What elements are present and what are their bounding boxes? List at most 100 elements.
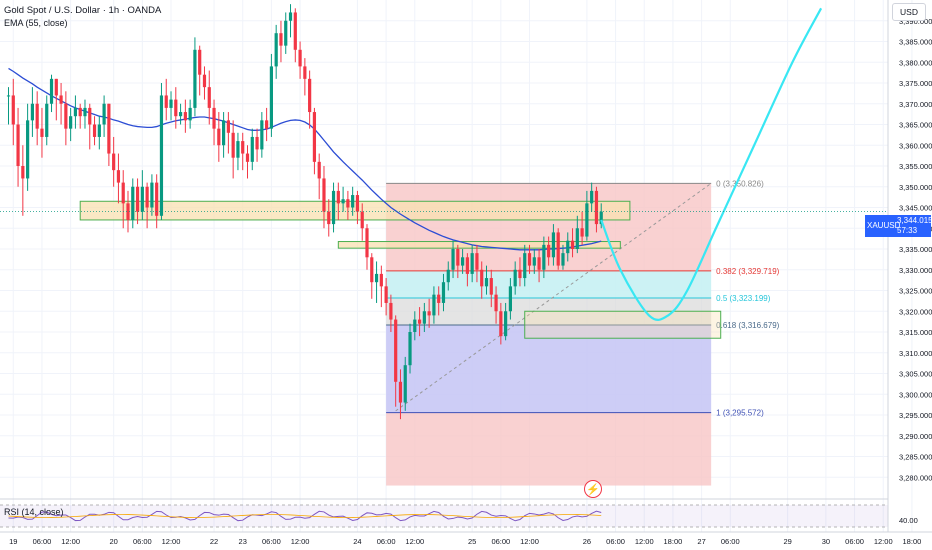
x-tick-label: 26 (583, 537, 591, 546)
candle-body (83, 107, 87, 117)
candle-body (6, 95, 11, 97)
candle-body (69, 116, 73, 129)
candle-body (484, 278, 489, 287)
zone-box (524, 310, 722, 339)
x-tick-label: 24 (353, 537, 361, 546)
candle-body (97, 124, 101, 137)
y-tick-label: 3,285.000 (899, 453, 932, 462)
candle-body (322, 178, 326, 212)
candle-body (279, 33, 283, 46)
currency-button[interactable]: USD (892, 3, 926, 21)
candle-body (417, 319, 422, 324)
candle-body (523, 253, 527, 279)
candle-body (217, 128, 221, 146)
x-tick-label: 06:00 (491, 537, 510, 546)
fib-trend-line (395, 182, 712, 412)
y-tick-label: 3,315.000 (899, 328, 932, 337)
candle-body (21, 166, 25, 179)
x-tick-label: 06:00 (133, 537, 152, 546)
candle-body (360, 211, 364, 229)
chart-title: Gold Spot / U.S. Dollar · 1h · OANDA (4, 5, 162, 16)
rsi-pane (0, 498, 888, 528)
y-tick-label: 3,360.000 (899, 141, 932, 150)
forecast-curve (0, 7, 888, 321)
candle-body (389, 302, 393, 320)
y-tick-label: 3,280.000 (899, 473, 932, 482)
x-tick-label: 12:00 (291, 537, 310, 546)
candle-body (288, 12, 293, 21)
candle-body (293, 12, 297, 50)
x-tick-label: 27 (697, 537, 705, 546)
candle-body (561, 253, 565, 266)
y-tick-label: 3,345.000 (899, 204, 932, 213)
candle-body (355, 195, 360, 212)
x-tick-label: 19 (9, 537, 17, 546)
candle-body (150, 182, 154, 208)
candle-body (131, 186, 135, 220)
candle-body (169, 99, 173, 108)
x-tick-label: 12:00 (874, 537, 893, 546)
price-tag-value: 3,344.015 (897, 216, 932, 225)
y-tick-label: 3,380.000 (899, 58, 932, 67)
candle-body (140, 186, 144, 212)
lightning-icon[interactable]: ⚡ (584, 480, 602, 498)
candle-body (250, 136, 254, 162)
candle-body (178, 112, 183, 117)
candle-body (508, 286, 512, 312)
candle-body (112, 153, 116, 171)
y-tick-label: 3,320.000 (899, 307, 932, 316)
candle-body (236, 141, 240, 158)
candle-body (298, 49, 302, 67)
fib-zone-0382-05 (386, 270, 712, 298)
candle-body (408, 332, 412, 366)
rsi-line (8, 510, 602, 522)
x-tick-label: 29 (783, 537, 791, 546)
candle-body (222, 120, 226, 146)
support-resistance-zones (79, 200, 722, 339)
candle-body (116, 170, 121, 183)
candle-body (384, 286, 388, 303)
candle-body (202, 74, 207, 88)
x-tick-label: 22 (210, 537, 218, 546)
x-tick-label: 23 (239, 537, 247, 546)
candle-body (30, 103, 34, 121)
candle-body (542, 244, 546, 270)
candle-body (159, 95, 164, 216)
candle-body (327, 211, 331, 225)
x-tick-label: 12:00 (405, 537, 424, 546)
candle-body (432, 294, 436, 316)
candle-body (308, 78, 312, 113)
candle-body (73, 107, 78, 117)
y-tick-label: 3,365.000 (899, 121, 932, 130)
candle-body (54, 78, 58, 96)
candle-body (456, 249, 460, 266)
candle-body (465, 257, 469, 274)
x-tick-label: 20 (109, 537, 117, 546)
rsi-band (0, 505, 888, 527)
fib-level-label: 0 (3,350.826) (716, 179, 764, 188)
x-tick-label: 25 (468, 537, 476, 546)
candle-body (422, 311, 426, 324)
x-tick-label: 18:00 (903, 537, 922, 546)
x-tick-label: 12:00 (520, 537, 539, 546)
candle-body (336, 190, 340, 204)
fib-level-label: 1 (3,295.572) (716, 409, 764, 418)
current-price-tag: XAUUSD 3,344.015 57:33 (865, 215, 932, 237)
candle-body (231, 132, 235, 158)
fibonacci-retracement: 0 (3,350.826) 0.382 (3,329.719) 0.5 (3,323… (386, 179, 780, 486)
candle-body (188, 107, 192, 121)
y-tick-label: 3,330.000 (899, 266, 932, 275)
x-tick-label: 06:00 (33, 537, 52, 546)
candle-body (45, 103, 49, 137)
candle-body (379, 273, 383, 287)
candle-body (317, 161, 321, 179)
candle-body (126, 203, 130, 220)
candle-body (155, 182, 159, 216)
candle-body (594, 190, 599, 225)
candle-body (427, 311, 431, 316)
candle-body (145, 186, 149, 208)
candle-body (470, 253, 474, 274)
candle-body (513, 269, 517, 287)
